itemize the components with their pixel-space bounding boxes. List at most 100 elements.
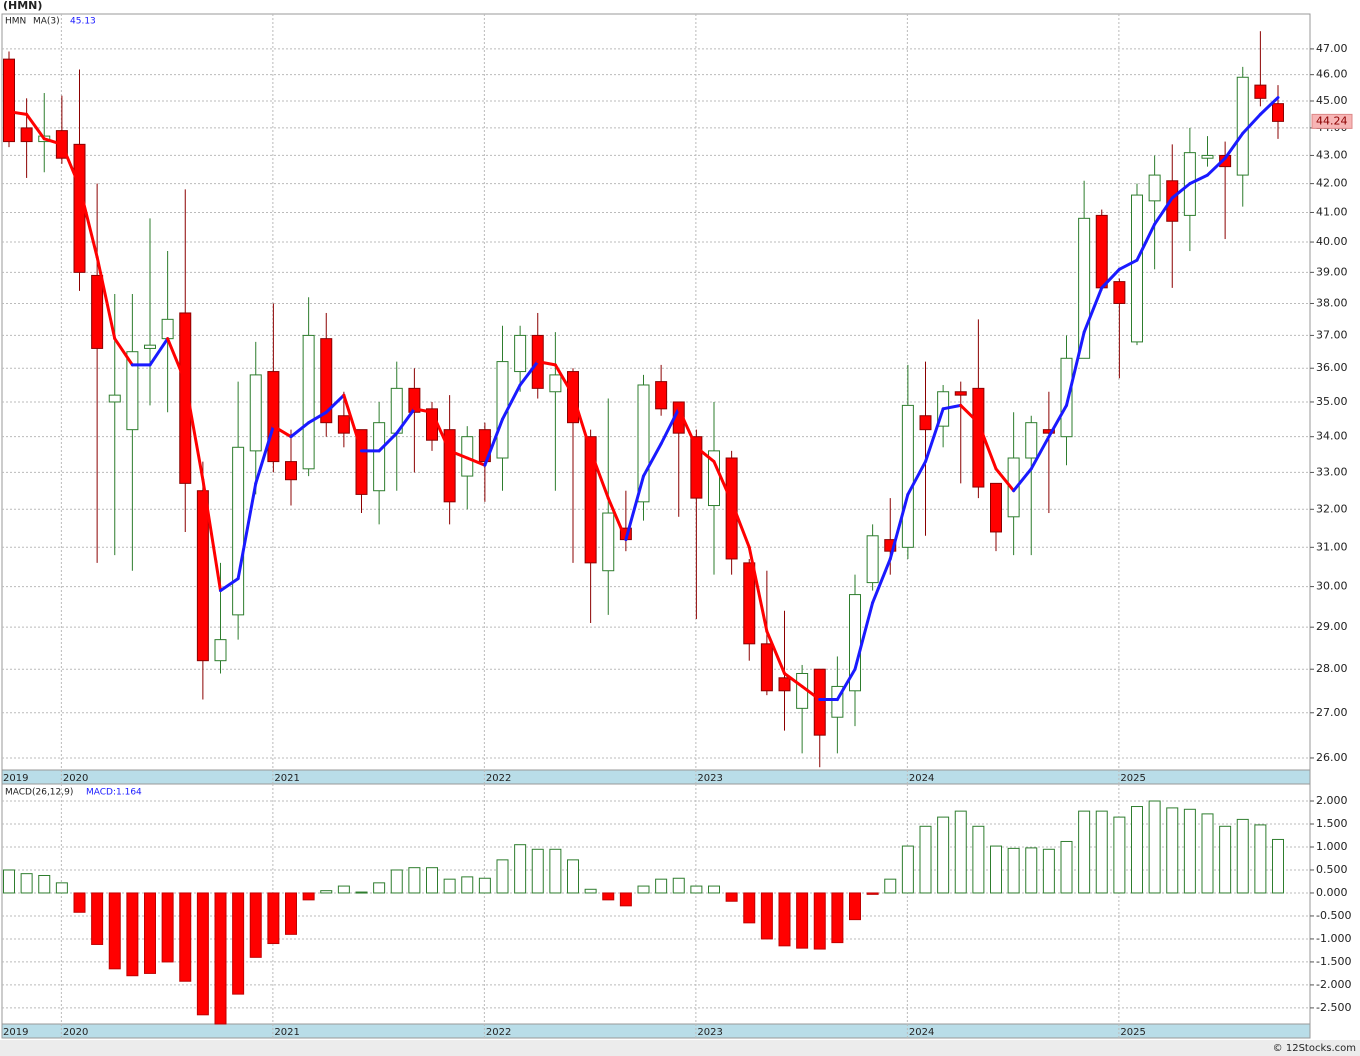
- macd-bar: [690, 885, 703, 894]
- ma-segment: [1065, 330, 1086, 407]
- x-tick-label: 2024: [909, 773, 934, 784]
- ma-segment: [412, 407, 434, 414]
- macd-bar: [3, 869, 15, 894]
- macd-bar: [567, 859, 579, 894]
- macd-bar: [1272, 838, 1284, 894]
- y-tick-label: 43.00: [1316, 148, 1348, 161]
- macd-bar: [1060, 840, 1073, 894]
- macd-bar: [161, 892, 174, 963]
- candle-body: [408, 387, 421, 413]
- price-tag-bg: [1311, 113, 1353, 129]
- ma-name: MA(3): [33, 17, 60, 27]
- y-tick-label: -2.000: [1316, 978, 1351, 991]
- y-tick-label: 35.00: [1316, 395, 1348, 408]
- candle-body: [813, 668, 826, 736]
- y-tick-label: 41.00: [1316, 205, 1348, 218]
- ma-segment: [448, 449, 469, 460]
- ma-segment: [7, 110, 29, 116]
- macd-name: MACD(26,12,9): [5, 788, 73, 798]
- candle-body: [743, 562, 756, 645]
- macd-bar: [1113, 816, 1126, 894]
- macd-bar: [91, 892, 104, 945]
- year-strip: [1, 1023, 1311, 1039]
- ma-segment: [60, 142, 81, 188]
- y-tick-label: 26.00: [1316, 751, 1348, 764]
- ma-segment: [518, 360, 540, 387]
- y-tick-label: 34.00: [1316, 430, 1348, 443]
- macd-bar: [108, 892, 121, 970]
- candle-body: [778, 677, 791, 692]
- x-tick-label: 2020: [63, 773, 88, 784]
- candle-body: [1042, 429, 1055, 434]
- candle-body: [1060, 357, 1073, 438]
- macd-bar: [355, 891, 368, 894]
- macd-bar: [743, 892, 756, 924]
- macd-bar: [1219, 825, 1232, 894]
- x-tick-label: 2020: [63, 1027, 88, 1038]
- ma-segment: [1117, 258, 1139, 271]
- candle-body: [1095, 214, 1108, 289]
- ma-segment: [730, 500, 751, 549]
- ma-segment: [642, 442, 663, 478]
- ma-segment: [25, 112, 46, 141]
- ma-segment: [307, 410, 328, 425]
- ma-segment: [289, 421, 311, 439]
- ma-segment: [324, 393, 346, 414]
- macd-bar: [373, 882, 386, 894]
- y-tick-label: -0.500: [1316, 909, 1351, 922]
- macd-bar: [496, 859, 509, 894]
- macd-bar: [866, 892, 879, 895]
- ma-segment: [835, 667, 857, 702]
- candle-body: [144, 344, 156, 349]
- candle-body: [884, 539, 897, 552]
- x-tick-label: 2023: [697, 1027, 722, 1038]
- ma-segment: [271, 424, 293, 439]
- ma-segment: [1241, 112, 1262, 135]
- candle-body: [1166, 180, 1179, 222]
- candle-body: [1201, 154, 1214, 159]
- ma-segment: [395, 407, 416, 435]
- candle-body: [1131, 194, 1143, 343]
- x-tick-label: 2019: [3, 773, 28, 784]
- year-strip: [1, 769, 1311, 785]
- macd-bar: [549, 848, 562, 894]
- y-tick-label: 39.00: [1316, 265, 1348, 278]
- macd-bar: [725, 892, 738, 902]
- candle-body: [954, 391, 967, 396]
- macd-bar: [708, 885, 720, 894]
- macd-bar: [302, 892, 315, 901]
- candle-body: [73, 143, 86, 273]
- macd-bar: [637, 885, 650, 894]
- ma-segment: [430, 410, 452, 453]
- candle-body: [161, 318, 174, 340]
- candle-body: [655, 381, 668, 410]
- ma-segment: [677, 407, 698, 449]
- macd-bar: [919, 825, 932, 894]
- y-tick-label: -1.500: [1316, 955, 1351, 968]
- ma-segment: [254, 424, 275, 485]
- y-tick-label: 1.500: [1316, 817, 1348, 830]
- macd-bar: [655, 878, 668, 894]
- ma-segment: [1206, 156, 1227, 177]
- y-tick-label: 46.00: [1316, 68, 1348, 81]
- macd-bar: [760, 892, 773, 940]
- y-tick-label: 38.00: [1316, 296, 1348, 309]
- candle-body: [972, 387, 985, 488]
- ma-segment: [747, 545, 769, 633]
- candle-body: [1219, 154, 1232, 168]
- macd-bar: [38, 874, 51, 894]
- ma-segment: [42, 137, 64, 146]
- macd-bar: [602, 892, 615, 901]
- ma-segment: [571, 393, 593, 453]
- macd-bar: [426, 867, 438, 894]
- y-tick-label: 30.00: [1316, 580, 1348, 593]
- ma-segment: [853, 601, 875, 671]
- ma-segment: [501, 383, 522, 421]
- candle-body: [1025, 422, 1038, 459]
- candle-body: [355, 429, 368, 495]
- macd-bar: [954, 810, 967, 894]
- ma-segment: [659, 407, 681, 446]
- candle-body: [337, 415, 350, 434]
- candle-body: [320, 338, 333, 424]
